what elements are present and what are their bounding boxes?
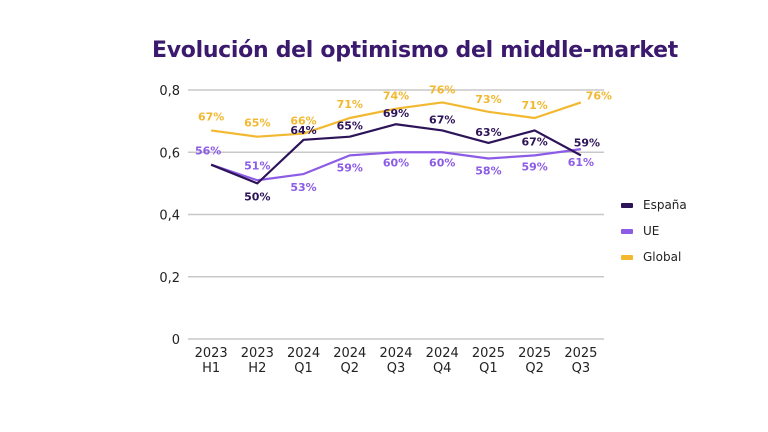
x-tick-label: 2025 xyxy=(518,346,551,361)
legend-swatch-ue xyxy=(621,228,633,234)
series-line-espana xyxy=(210,123,582,185)
legend-label: Global xyxy=(643,250,682,264)
data-label: 51% xyxy=(244,159,270,172)
y-tick-label: 0 xyxy=(172,333,180,348)
legend: España UE Global xyxy=(621,192,687,270)
x-tick-label: Q3 xyxy=(572,361,591,376)
x-tick-label: 2024 xyxy=(287,346,320,361)
data-label: 61% xyxy=(568,156,594,169)
data-label: 59% xyxy=(574,136,600,149)
data-label: 74% xyxy=(383,90,409,103)
x-tick-label: 2025 xyxy=(564,346,597,361)
x-tick-label: 2024 xyxy=(333,346,366,361)
data-label: 60% xyxy=(429,156,455,169)
series-line-global xyxy=(210,101,582,138)
x-tick-label: 2023 xyxy=(195,346,228,361)
data-label: 65% xyxy=(244,117,270,130)
x-tick-label: Q4 xyxy=(433,361,452,376)
y-tick-label: 0,4 xyxy=(159,209,180,224)
data-label: 67% xyxy=(521,135,547,148)
data-label: 71% xyxy=(337,98,363,111)
data-label: 66% xyxy=(290,115,316,128)
x-tick-label: Q3 xyxy=(387,361,406,376)
legend-item-ue: UE xyxy=(621,218,687,244)
data-label: 64% xyxy=(290,124,316,137)
x-tick-label: Q2 xyxy=(525,361,544,376)
data-label: 60% xyxy=(383,156,409,169)
data-label: 76% xyxy=(586,89,612,102)
y-tick-label: 0,6 xyxy=(159,146,180,161)
data-label: 50% xyxy=(244,190,270,203)
data-label: 76% xyxy=(429,83,455,96)
data-label: 69% xyxy=(383,107,409,120)
data-label: 56% xyxy=(195,145,221,158)
x-tick-label: H1 xyxy=(202,361,220,376)
x-tick-label: Q2 xyxy=(341,361,360,376)
legend-label: UE xyxy=(643,224,660,238)
x-tick-label: H2 xyxy=(248,361,266,376)
legend-label: España xyxy=(643,198,687,212)
data-label: 59% xyxy=(337,161,363,174)
data-label: 67% xyxy=(429,113,455,126)
legend-swatch-espana xyxy=(621,202,633,208)
data-label: 65% xyxy=(337,120,363,133)
data-label: 58% xyxy=(475,164,501,177)
data-label: 73% xyxy=(475,93,501,106)
legend-swatch-global xyxy=(621,254,633,260)
x-tick-label: Q1 xyxy=(479,361,498,376)
data-label: 67% xyxy=(198,110,224,123)
data-label: 63% xyxy=(475,126,501,139)
data-label: 59% xyxy=(521,160,547,173)
x-tick-label: 2025 xyxy=(472,346,505,361)
legend-item-espana: España xyxy=(621,192,687,218)
x-tick-label: Q1 xyxy=(294,361,313,376)
x-tick-label: 2023 xyxy=(241,346,274,361)
chart-title: Evolución del optimismo del middle-marke… xyxy=(152,38,678,63)
data-label: 53% xyxy=(290,181,316,194)
series-line-ue xyxy=(210,148,582,182)
y-tick-label: 0,8 xyxy=(159,84,180,99)
x-tick-label: 2024 xyxy=(379,346,412,361)
y-tick-label: 0,2 xyxy=(159,271,180,286)
x-tick-label: 2024 xyxy=(426,346,459,361)
legend-item-global: Global xyxy=(621,244,687,270)
data-label: 71% xyxy=(521,99,547,112)
